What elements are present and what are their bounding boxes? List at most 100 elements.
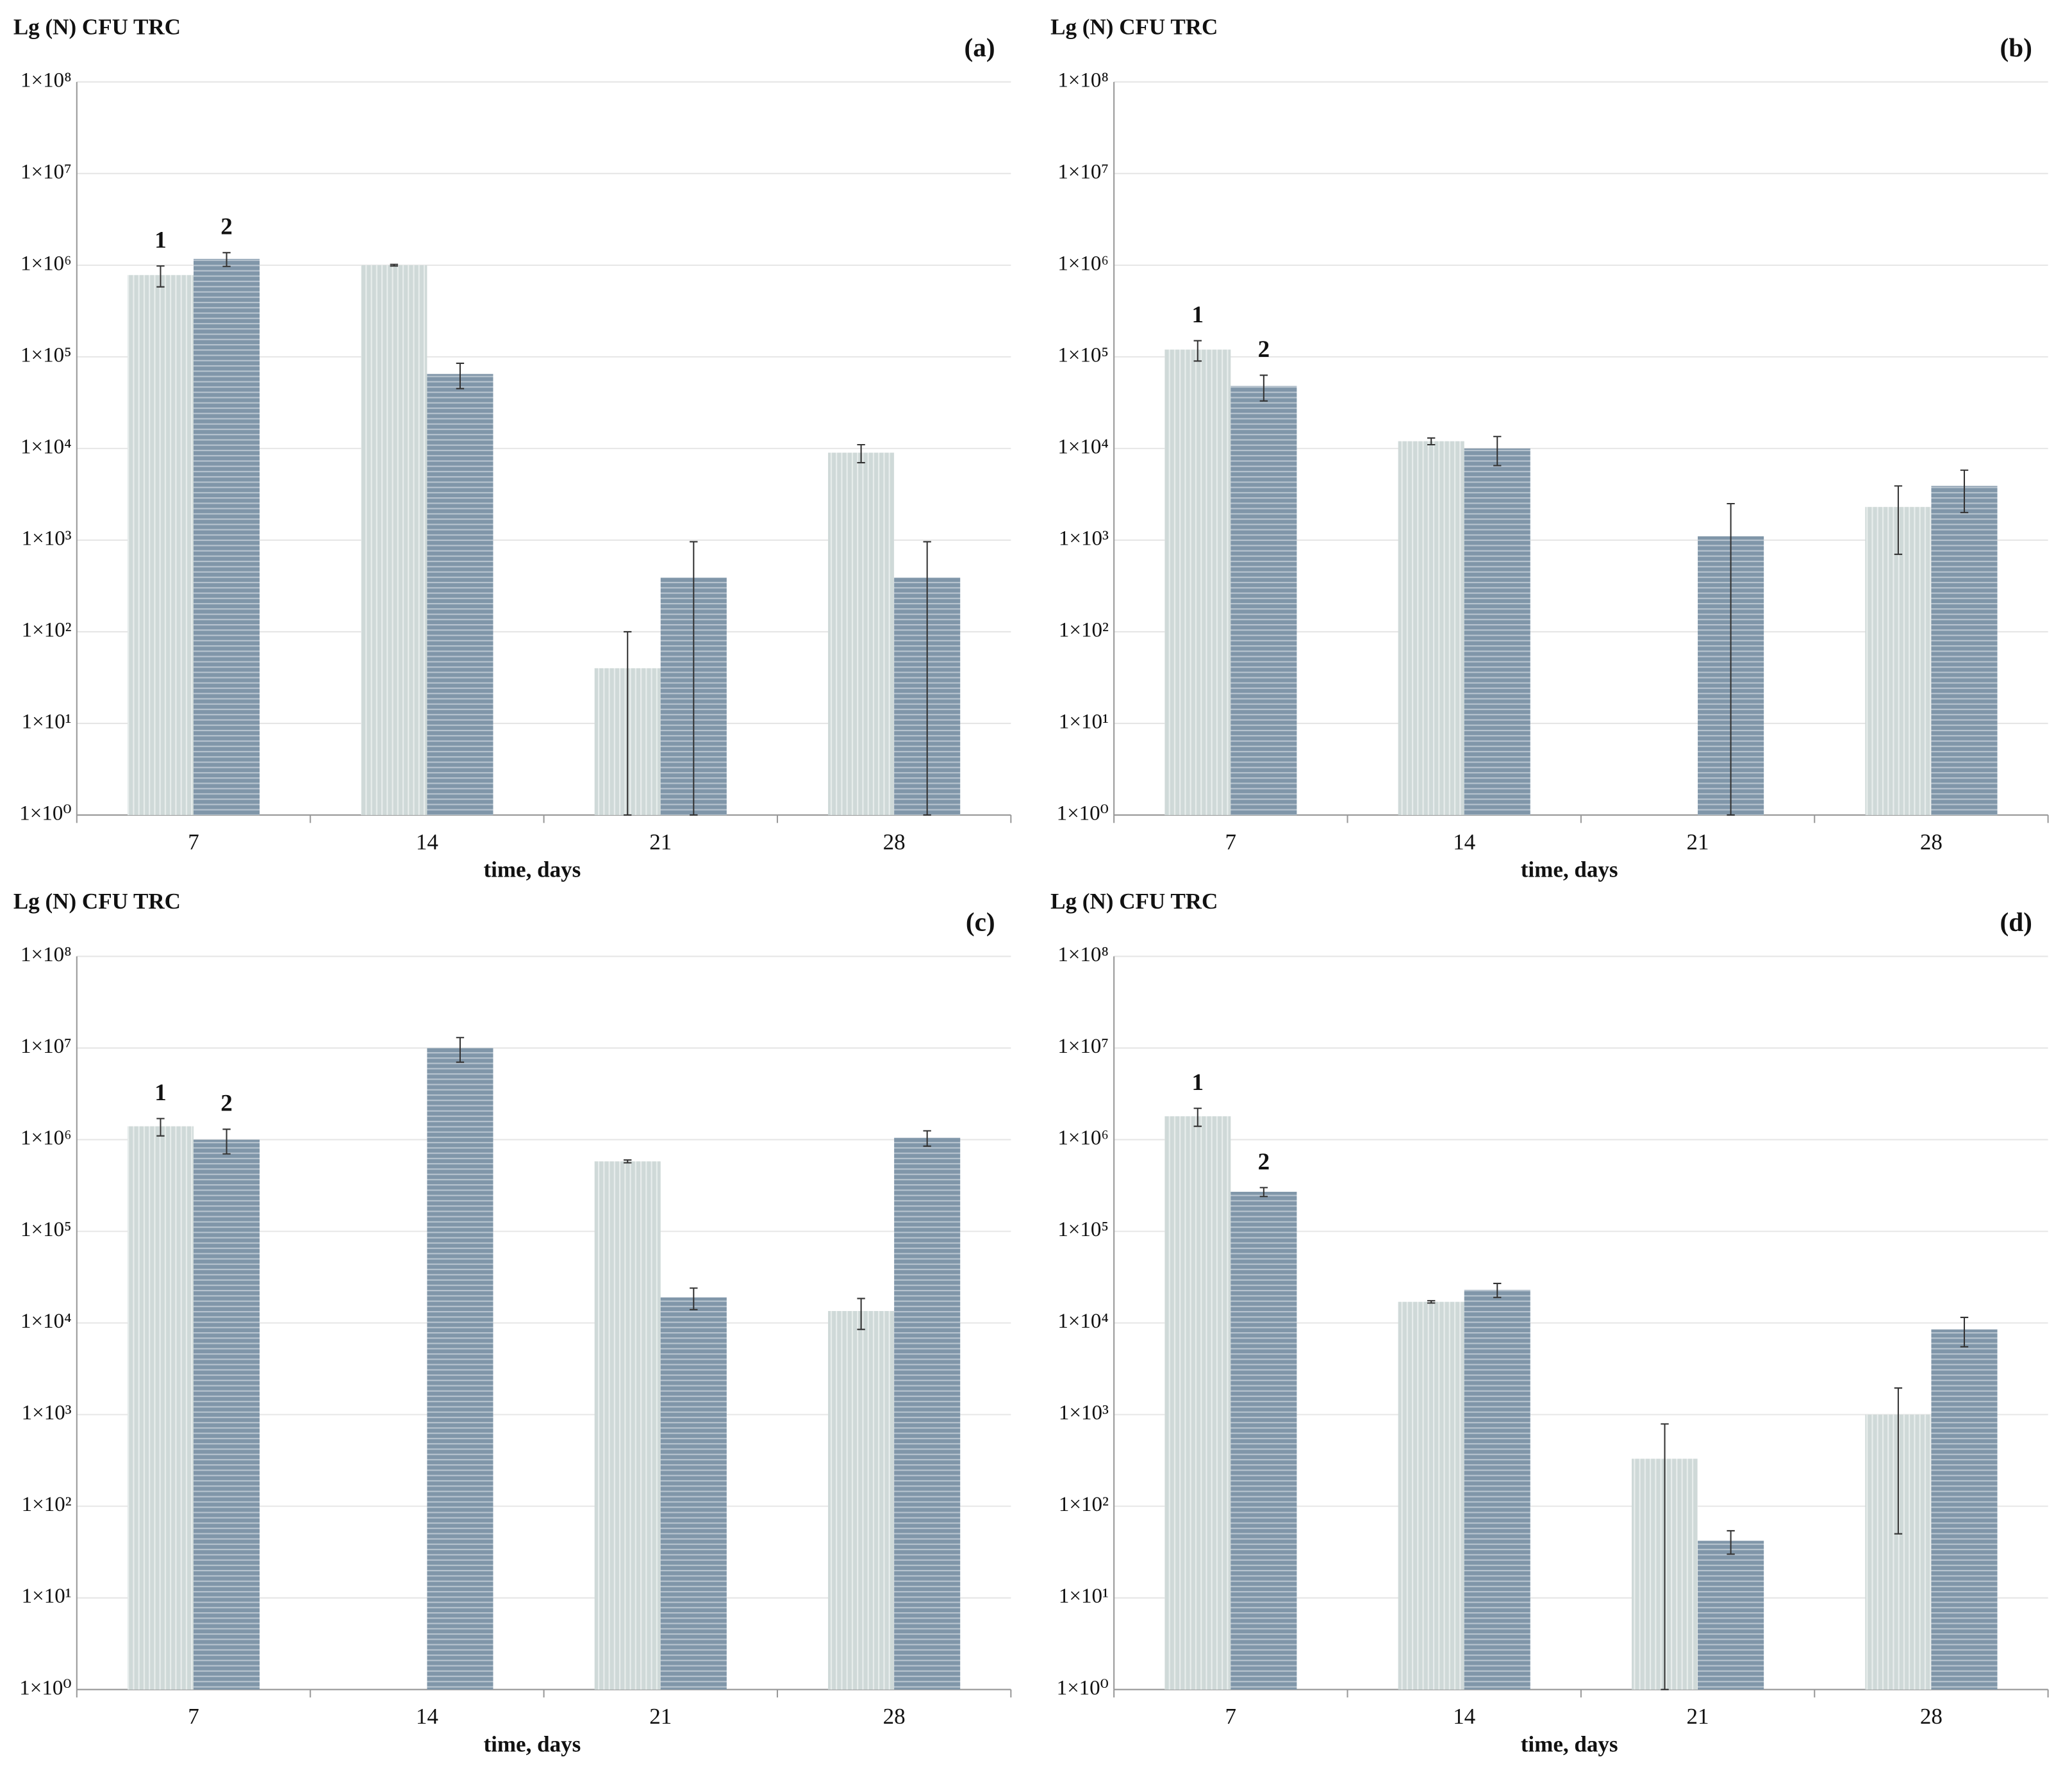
error-bar bbox=[222, 1128, 231, 1155]
y-tick-label: 1×10⁰ bbox=[1057, 802, 1109, 825]
y-tick-label: 1×10² bbox=[22, 1493, 72, 1516]
x-tick-label: 21 bbox=[1687, 829, 1709, 854]
bar bbox=[1931, 1329, 1998, 1690]
y-tick-label: 1×10² bbox=[22, 618, 72, 641]
bar bbox=[427, 374, 493, 815]
chart-panel: Lg (N) CFU TRC (d) 1×10⁰ 1×10¹ 1×10² 1×10³ 1×1… bbox=[1050, 889, 2049, 1756]
error-bar bbox=[857, 443, 865, 464]
y-tick-label: 1×10² bbox=[1059, 618, 1109, 641]
error-bar bbox=[1727, 1530, 1735, 1555]
y-axis-title: Lg (N) CFU TRC bbox=[1050, 14, 1218, 39]
y-tick-label: 1×10² bbox=[1059, 1493, 1109, 1516]
bar bbox=[1865, 507, 1932, 815]
y-tick-label: 1×10⁴ bbox=[21, 435, 72, 458]
bar bbox=[1931, 486, 1998, 815]
y-tick-label: 1×10⁴ bbox=[21, 1310, 72, 1333]
error-bar bbox=[1894, 1387, 1903, 1535]
bar bbox=[660, 1297, 727, 1690]
error-bar bbox=[1661, 1423, 1669, 1690]
bar bbox=[1231, 1191, 1297, 1690]
y-tick-label: 1×10³ bbox=[1059, 527, 1109, 550]
y-tick-label: 1×10⁵ bbox=[1057, 1218, 1109, 1241]
y-tick-label: 1×10³ bbox=[22, 1401, 72, 1424]
error-bar bbox=[1193, 340, 1202, 362]
panel-label: (c) bbox=[966, 907, 995, 937]
x-tick-label: 14 bbox=[1453, 1704, 1475, 1729]
error-bar bbox=[1493, 436, 1502, 466]
y-tick-label: 1×10⁷ bbox=[21, 1035, 72, 1058]
panel-label: (d) bbox=[2000, 907, 2032, 937]
x-axis-title: time, days bbox=[1521, 1731, 1618, 1756]
bar bbox=[1164, 349, 1231, 815]
y-tick-label: 1×10⁷ bbox=[1057, 1035, 1109, 1058]
x-tick-label: 7 bbox=[1225, 1704, 1237, 1729]
error-bar bbox=[156, 1118, 165, 1137]
x-tick-label: 7 bbox=[188, 829, 199, 854]
error-bar bbox=[1427, 437, 1436, 445]
error-bar bbox=[624, 631, 632, 816]
y-tick-label: 1×10⁶ bbox=[21, 1126, 72, 1150]
y-tick-label: 1×10⁵ bbox=[21, 1218, 72, 1241]
y-tick-label: 1×10⁸ bbox=[21, 943, 72, 966]
error-bar bbox=[690, 1287, 698, 1310]
error-bar bbox=[456, 1037, 465, 1063]
y-tick-label: 1×10³ bbox=[1059, 1401, 1109, 1424]
y-tick-label: 1×10⁰ bbox=[1057, 1676, 1109, 1699]
error-bar bbox=[923, 541, 931, 816]
error-bar bbox=[390, 263, 399, 267]
bar bbox=[194, 1139, 260, 1690]
error-bar bbox=[690, 541, 698, 816]
y-tick-label: 1×10⁴ bbox=[1057, 1310, 1109, 1333]
series-label: 1 bbox=[1192, 1069, 1204, 1096]
chart-panel: Lg (N) CFU TRC (a) 1×10⁰ 1×10¹ 1×10² 1×10³ 1×1… bbox=[13, 14, 1012, 882]
error-bar bbox=[456, 362, 465, 390]
y-tick-label: 1×10⁸ bbox=[1057, 69, 1109, 92]
error-bar bbox=[1727, 502, 1735, 816]
error-bar bbox=[1193, 1107, 1202, 1127]
error-bar bbox=[1259, 374, 1268, 402]
x-axis-title: time, days bbox=[1521, 857, 1618, 882]
y-tick-label: 1×10⁸ bbox=[21, 69, 72, 92]
error-bar bbox=[222, 252, 231, 267]
y-tick-label: 1×10⁸ bbox=[1057, 943, 1109, 966]
y-tick-label: 1×10⁶ bbox=[1057, 252, 1109, 275]
error-bar bbox=[624, 1159, 632, 1164]
y-tick-label: 1×10¹ bbox=[22, 1585, 72, 1608]
x-tick-label: 14 bbox=[1453, 829, 1475, 854]
y-tick-label: 1×10¹ bbox=[1059, 711, 1109, 734]
y-tick-label: 1×10¹ bbox=[1059, 1585, 1109, 1608]
x-tick-label: 21 bbox=[1687, 1704, 1709, 1729]
error-bar bbox=[1960, 469, 1969, 513]
y-axis-title: Lg (N) CFU TRC bbox=[13, 14, 181, 39]
y-tick-label: 1×10⁷ bbox=[1057, 160, 1109, 183]
bar bbox=[594, 1161, 661, 1690]
error-bar bbox=[1894, 485, 1903, 556]
y-tick-label: 1×10⁰ bbox=[19, 1676, 71, 1699]
panel-label: (b) bbox=[2000, 33, 2032, 63]
series-label: 2 bbox=[1258, 1149, 1270, 1175]
x-tick-label: 28 bbox=[1920, 829, 1943, 854]
y-axis-title: Lg (N) CFU TRC bbox=[13, 889, 181, 914]
bar bbox=[1231, 386, 1297, 815]
x-tick-label: 28 bbox=[883, 829, 906, 854]
chart-panel: Lg (N) CFU TRC (c) 1×10⁰ 1×10¹ 1×10² 1×10³ 1×1… bbox=[13, 889, 1012, 1756]
bar bbox=[1464, 1289, 1530, 1690]
y-tick-label: 1×10³ bbox=[22, 527, 72, 550]
bar bbox=[1698, 1540, 1764, 1690]
bar bbox=[127, 1126, 194, 1690]
x-tick-label: 21 bbox=[649, 1704, 672, 1729]
error-bar bbox=[1960, 1316, 1969, 1348]
x-axis-title: time, days bbox=[483, 857, 581, 882]
y-tick-label: 1×10⁵ bbox=[21, 343, 72, 367]
bar bbox=[361, 265, 427, 815]
x-tick-label: 7 bbox=[1225, 829, 1237, 854]
y-tick-label: 1×10⁴ bbox=[1057, 435, 1109, 458]
bar bbox=[427, 1048, 493, 1690]
y-tick-label: 1×10¹ bbox=[22, 711, 72, 734]
y-tick-label: 1×10⁶ bbox=[1057, 1126, 1109, 1150]
error-bar bbox=[1427, 1299, 1436, 1304]
bar bbox=[1164, 1116, 1231, 1690]
x-axis-title: time, days bbox=[483, 1731, 581, 1756]
y-axis-title: Lg (N) CFU TRC bbox=[1050, 889, 1218, 914]
error-bar bbox=[1493, 1282, 1502, 1298]
